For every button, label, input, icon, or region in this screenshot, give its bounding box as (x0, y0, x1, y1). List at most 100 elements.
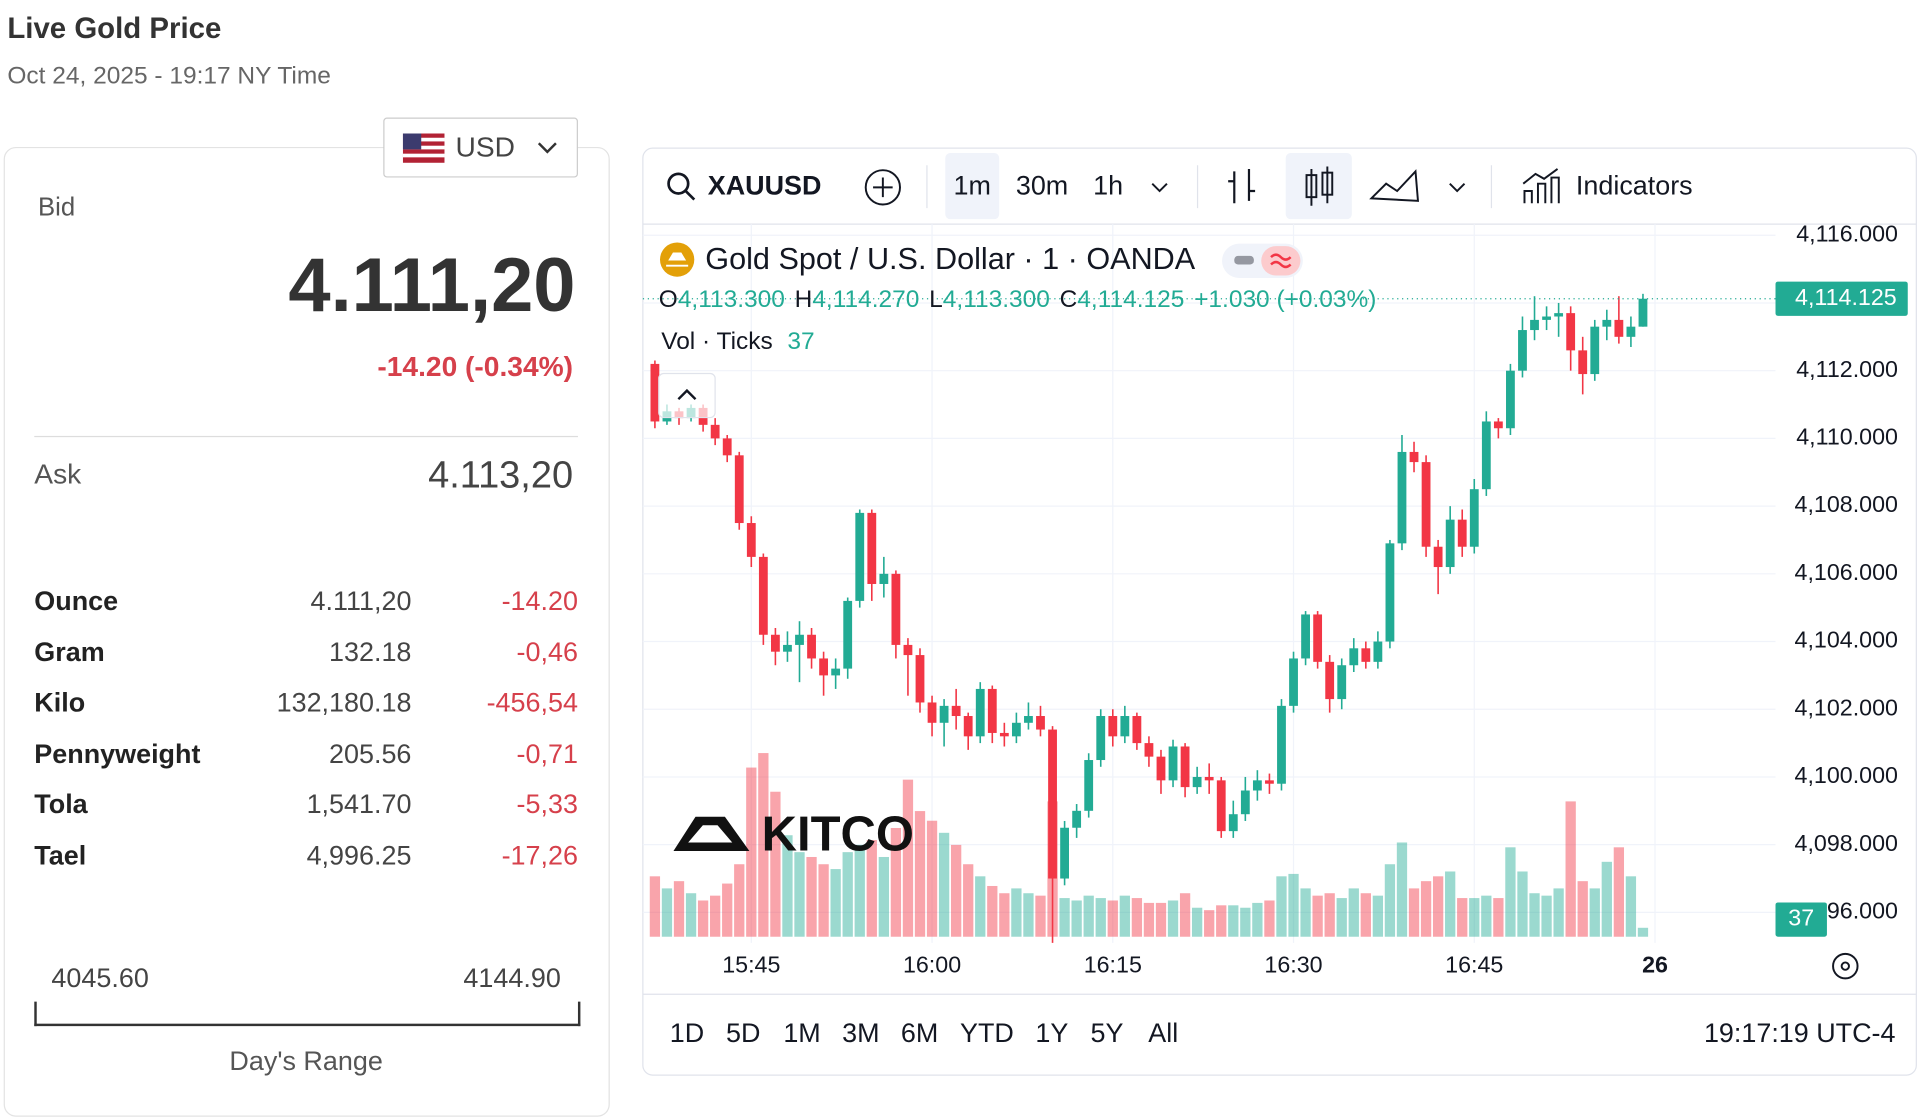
candle-body (1602, 319, 1612, 327)
interval[interactable]: 1m (954, 170, 991, 200)
unit-row: Pennyweight 205.56 -0,71 (34, 738, 578, 775)
candle-body (1542, 316, 1551, 320)
y-tick-label: 4,104.000 (1795, 627, 1899, 653)
volume-bar (1107, 900, 1118, 937)
candle-body (1457, 519, 1467, 547)
search-icon (667, 172, 690, 195)
volume-bar (1589, 888, 1600, 937)
y-tick-label: 4,112.000 (1796, 356, 1898, 382)
volume-bar (1143, 902, 1155, 937)
candle-body (1409, 451, 1419, 463)
volume-bar (710, 895, 721, 937)
interval[interactable]: 1h (1093, 170, 1123, 200)
volume-bar (1179, 893, 1191, 937)
volume-bar (830, 869, 841, 937)
candle-body (783, 644, 792, 652)
candle-body (1325, 661, 1335, 700)
volume-bar (1565, 801, 1576, 937)
volume-bar (1204, 910, 1215, 937)
period[interactable]: 5Y (1090, 1018, 1123, 1048)
symbol[interactable]: XAUUSD (708, 170, 822, 200)
indicators-icon[interactable] (1522, 168, 1560, 204)
y-tick-label: 4,116.000 (1796, 220, 1898, 246)
volume-bar (963, 864, 974, 937)
candle-body (1445, 519, 1455, 568)
volume-badge-label: 37 (1788, 905, 1814, 931)
volume-bar (1637, 927, 1649, 937)
candle-body (734, 455, 744, 524)
volume-bar (1155, 902, 1167, 937)
add-icon (873, 177, 893, 198)
candle-body (1156, 756, 1166, 781)
unit-value: 132,180.18 (276, 686, 412, 718)
volume-bar (1059, 898, 1070, 937)
divider (34, 435, 578, 438)
search-icon (684, 190, 696, 201)
period[interactable]: All (1148, 1018, 1178, 1048)
chevron (537, 142, 557, 154)
period[interactable]: 6M (901, 1018, 938, 1048)
period[interactable]: 1M (783, 1018, 820, 1048)
candle-body (1433, 546, 1443, 568)
volume-bar (1481, 895, 1492, 937)
x-tick-label: 15:45 (722, 951, 780, 977)
volume-bar (951, 844, 962, 937)
chevron[interactable] (1449, 182, 1466, 193)
period[interactable]: 5D (726, 1018, 760, 1048)
candle-icon (1321, 171, 1334, 196)
indicators[interactable]: Indicators (1576, 170, 1693, 200)
unit-change: -0,71 (516, 738, 578, 769)
volume-bar (999, 893, 1010, 937)
unit-change: -5,33 (516, 788, 578, 820)
candle-body (1228, 814, 1238, 832)
y-tick-label: 4,108.000 (1795, 491, 1899, 517)
unit-change: -17,26 (501, 840, 578, 871)
y-tick-label: 4,100.000 (1795, 762, 1899, 788)
chart-title: Gold Spot / U.S. Dollar · 1 · OANDA (705, 242, 1195, 276)
bars-icon[interactable] (1228, 168, 1256, 204)
period[interactable]: 3M (842, 1018, 879, 1048)
ohlc-value: 4,113.300 (943, 287, 1050, 314)
candle-body (1614, 319, 1624, 337)
volume-bar (1360, 893, 1371, 937)
candle-body (1252, 780, 1262, 791)
unit-name: Gram (34, 636, 105, 668)
chevron[interactable] (1151, 182, 1168, 193)
currency-select[interactable]: USD (383, 117, 578, 178)
candle-body (963, 716, 973, 737)
period[interactable]: 1Y (1035, 1018, 1068, 1048)
volume-bar (975, 876, 986, 937)
volume-bar (1324, 893, 1335, 937)
area-icon[interactable] (1369, 169, 1420, 202)
collapse-button[interactable] (658, 372, 716, 419)
volume-badge (1775, 902, 1827, 937)
candle-body (1024, 716, 1033, 723)
volume-bar (1240, 907, 1251, 937)
candle-body (831, 668, 841, 676)
candle-body (807, 634, 816, 659)
volume-bar (794, 852, 805, 937)
volume-bar (854, 844, 865, 937)
candle-body (1313, 614, 1323, 662)
plot: 4,096.0004,098.0004,100.0004,102.0004,10… (642, 220, 1908, 977)
period[interactable]: 1D (670, 1018, 704, 1048)
kitco-logo (673, 816, 750, 852)
volume-bar (673, 881, 685, 937)
unit-name: Tola (34, 788, 88, 820)
candle-body (855, 512, 865, 601)
volume-bar (1625, 876, 1637, 937)
candle-body (1108, 716, 1118, 737)
unit-name: Tael (34, 840, 87, 871)
candle-body (1011, 722, 1021, 737)
volume-bar (1035, 895, 1046, 937)
candle-body (1216, 780, 1226, 832)
settings[interactable] (1832, 952, 1859, 980)
volume-bar (1553, 888, 1564, 937)
add-symbol[interactable] (864, 169, 901, 206)
interval[interactable]: 30m (1016, 170, 1068, 200)
period[interactable]: YTD (960, 1018, 1014, 1048)
volume-bar (1252, 902, 1263, 937)
unit-name: Pennyweight (34, 738, 201, 769)
y-tick-label: 4,102.000 (1795, 694, 1899, 720)
unit-value: 1,541.70 (306, 788, 412, 820)
